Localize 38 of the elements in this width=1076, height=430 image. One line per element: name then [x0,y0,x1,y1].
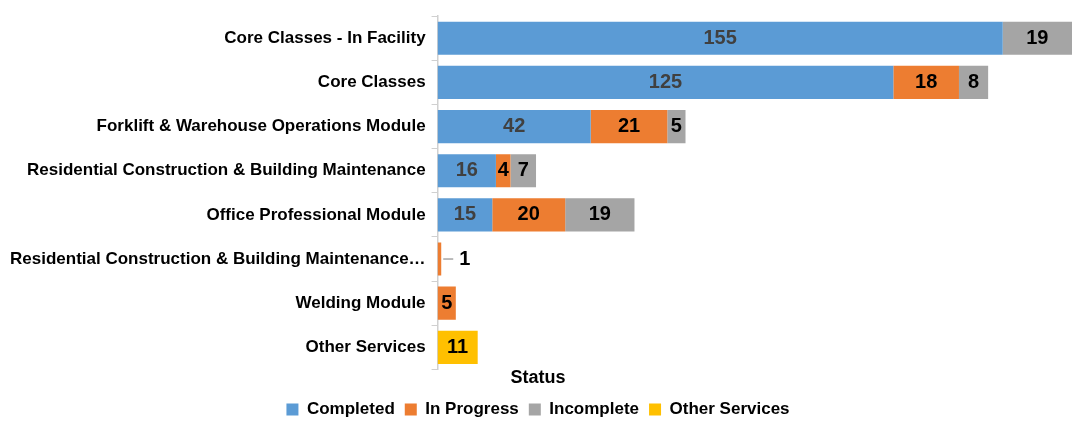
legend-label: Incomplete [549,399,640,419]
data-label: 15 [453,202,477,225]
data-label: 21 [617,114,641,137]
y-tick-label: Welding Module [295,292,426,312]
data-label: 19 [588,202,611,225]
y-tick-label: Core Classes [317,72,426,92]
bar [437,110,591,144]
data-label: 1 [459,246,471,269]
bar [893,65,959,99]
data-label: 125 [648,69,683,92]
data-label: 5 [670,114,682,137]
y-tick-label: Other Services [305,337,426,357]
data-label: 16 [455,158,478,181]
legend-label: In Progress [425,399,519,419]
bar [590,110,668,144]
data-label: 19 [1026,25,1049,48]
data-label: 4 [497,158,510,181]
bar [437,65,894,99]
data-label: 18 [915,69,938,92]
bar [492,198,566,232]
y-tick-label: Core Classes - In Facility [224,27,427,47]
data-label: 155 [703,25,737,48]
data-label: 11 [447,334,469,357]
y-tick-label: Office Professional Module [206,204,426,224]
bar [437,21,1003,55]
legend-label: Completed [306,399,395,419]
data-label: 5 [441,290,453,313]
y-tick-label: Residential Construction & Building Maintenance… [9,248,426,268]
y-tick-label: Residential Construction & Building Maintenance [26,160,426,180]
legend-label: Other Services [669,399,790,419]
data-label: 8 [967,69,980,92]
y-tick-label: Forklift & Warehouse Operations Module [96,116,426,136]
bar [1002,21,1072,55]
data-label: 7 [517,158,529,181]
legend-title: Status [510,367,566,388]
bar [565,198,635,232]
data-label: 42 [503,114,526,137]
data-label: 20 [517,202,540,225]
